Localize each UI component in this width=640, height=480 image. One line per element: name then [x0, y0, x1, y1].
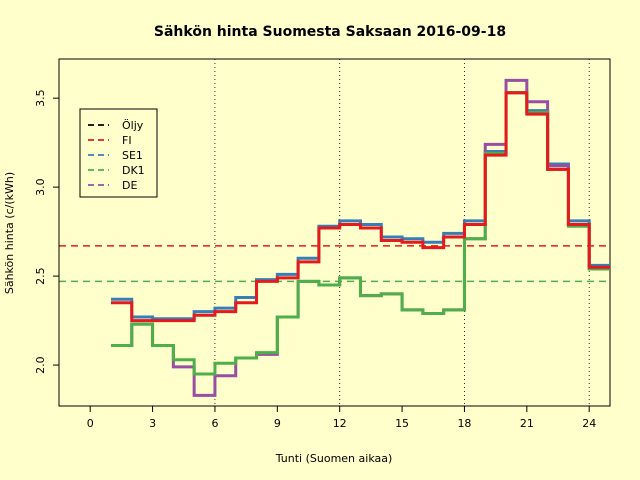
reference-lines [59, 245, 610, 283]
x-tick-label: 24 [582, 417, 596, 430]
legend-label: Öljy [122, 119, 144, 132]
legend-label: DK1 [122, 164, 145, 177]
series-line-dk1 [110, 91, 610, 376]
legend-label: FI [122, 134, 132, 147]
x-tick-label: 18 [457, 417, 471, 430]
x-tick-label: 3 [149, 417, 156, 430]
x-tick-label: 9 [274, 417, 281, 430]
y-tick-label: 3.0 [34, 178, 47, 196]
legend-label: DE [122, 179, 137, 192]
legend: Öljy FI SE1 DK1 DE [79, 108, 158, 198]
y-tick-label: 2.0 [34, 356, 47, 374]
x-axis-label: Tunti (Suomen aikaa) [275, 452, 393, 465]
y-tick-label: 3.5 [34, 89, 47, 107]
x-tick-label: 12 [333, 417, 347, 430]
y-axis-label: Sähkön hinta (c/(kWh) [3, 172, 16, 294]
legend-box [79, 108, 158, 198]
x-tick-label: 21 [520, 417, 534, 430]
series-line-fi [110, 91, 610, 323]
legend-label: SE1 [122, 149, 143, 162]
y-tick-label: 2.5 [34, 267, 47, 285]
x-tick-label: 0 [87, 417, 94, 430]
x-axis: 0 3 6 9 12 15 18 21 24 [87, 405, 596, 430]
y-axis: 2.0 2.5 3.0 3.5 [34, 89, 60, 374]
x-tick-label: 15 [395, 417, 409, 430]
series-lines [110, 78, 610, 397]
series-line-de [110, 78, 610, 397]
chart-title: Sähkön hinta Suomesta Saksaan 2016-09-18 [154, 24, 506, 40]
x-tick-label: 6 [211, 417, 218, 430]
